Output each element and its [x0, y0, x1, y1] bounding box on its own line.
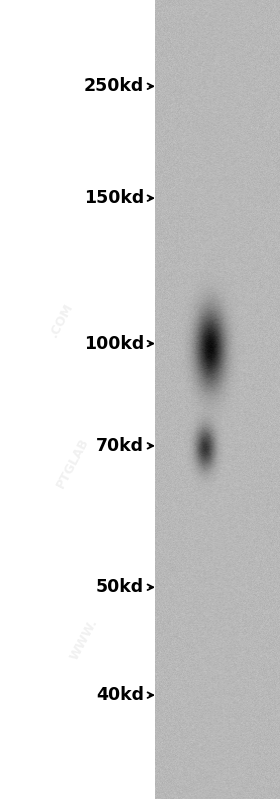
Text: 40kd: 40kd [96, 686, 144, 704]
Text: 50kd: 50kd [96, 578, 144, 596]
Text: 100kd: 100kd [84, 335, 144, 352]
Text: WWW.: WWW. [68, 616, 100, 662]
Text: 250kd: 250kd [84, 78, 144, 95]
Text: 150kd: 150kd [84, 189, 144, 207]
Text: 70kd: 70kd [96, 437, 144, 455]
Text: PTGLAB: PTGLAB [54, 436, 92, 491]
Text: .COM: .COM [47, 300, 76, 339]
